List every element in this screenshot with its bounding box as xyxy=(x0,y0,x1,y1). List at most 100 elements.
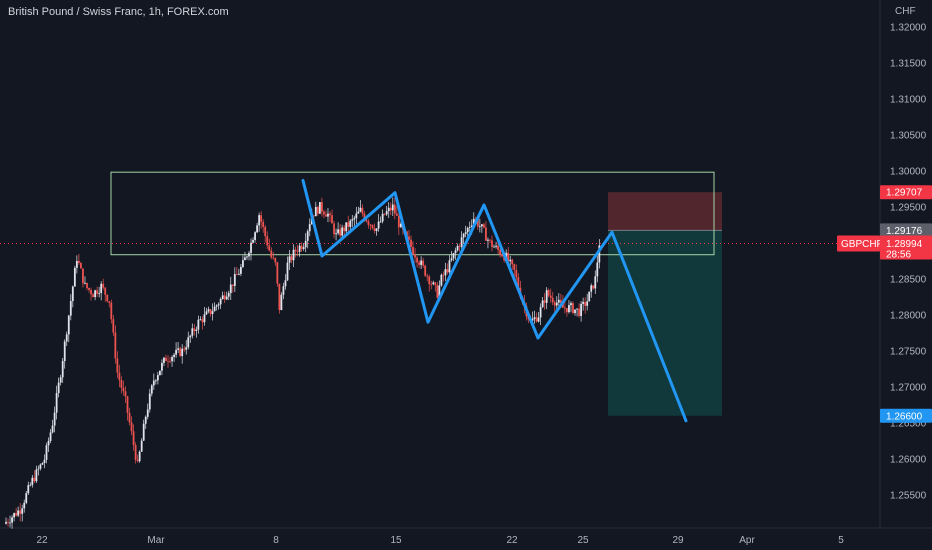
symbol-tag-text: GBPCHF xyxy=(841,239,883,250)
candle-body xyxy=(75,260,78,268)
candle-body xyxy=(106,294,109,302)
target-price-tag: 1.26600 xyxy=(880,408,932,423)
resistance-range-box xyxy=(110,171,715,256)
candle-body xyxy=(266,236,269,246)
candle-body xyxy=(387,207,390,212)
candle-body xyxy=(489,239,491,241)
candle-body xyxy=(487,239,489,241)
time-axis: 22 Mar 8 15 22 25 29 Apr 5 xyxy=(36,535,844,546)
candle-body xyxy=(436,285,439,298)
candle-body xyxy=(217,304,220,306)
candle-body xyxy=(219,299,222,305)
candle-body xyxy=(136,459,139,462)
candle-body xyxy=(410,239,412,247)
candle-body xyxy=(300,245,303,249)
candle-body xyxy=(264,226,267,237)
candle-body xyxy=(272,257,275,259)
candle-body xyxy=(539,307,542,318)
candle-body xyxy=(167,360,169,362)
axis-unit-label: CHF xyxy=(895,6,916,17)
candle-body xyxy=(497,245,499,250)
candle-body xyxy=(110,302,113,320)
x-tick-label: 22 xyxy=(506,535,518,546)
candle-body xyxy=(335,233,337,235)
candle-body xyxy=(211,311,214,314)
candle-body xyxy=(13,513,15,518)
candle-body xyxy=(163,357,165,363)
candle-body xyxy=(397,215,400,228)
candle-body xyxy=(375,228,378,231)
candle-body xyxy=(438,285,441,298)
symbol-tag-bg xyxy=(837,235,880,252)
candle-body xyxy=(314,206,317,217)
candle-body xyxy=(533,317,536,319)
candle-body xyxy=(150,385,153,394)
candle-body xyxy=(118,372,121,381)
entry-price-tag: 1.29176 xyxy=(880,223,932,238)
candle-body xyxy=(418,262,420,265)
candle-body xyxy=(179,348,182,357)
candle-body xyxy=(306,231,309,241)
y-tick-label: 1.28500 xyxy=(890,275,927,286)
candle-body xyxy=(331,215,333,224)
candle-body xyxy=(341,227,344,236)
candle-body xyxy=(531,318,534,321)
candle-body xyxy=(430,284,433,285)
candle-body xyxy=(57,382,60,394)
candle-body xyxy=(69,301,72,316)
candle-body xyxy=(379,221,382,223)
candle-body xyxy=(7,521,9,523)
candle-body xyxy=(574,309,576,314)
candle-body xyxy=(462,233,465,238)
take-profit-zone xyxy=(608,230,722,416)
y-tick-label: 1.26000 xyxy=(890,454,927,465)
candle-body xyxy=(321,202,323,212)
candle-body xyxy=(566,308,568,313)
candle-body xyxy=(223,295,226,300)
candle-body xyxy=(456,245,459,251)
candle-body xyxy=(49,432,52,441)
candle-body xyxy=(466,227,469,233)
candle-body xyxy=(270,250,273,258)
candle-body xyxy=(183,348,186,350)
candle-body xyxy=(580,303,582,316)
current-price-bg xyxy=(880,235,932,260)
candle-body xyxy=(256,225,258,233)
candle-body xyxy=(304,240,307,248)
candle-body xyxy=(391,204,394,211)
candle-body xyxy=(201,319,204,323)
candle-body xyxy=(286,262,289,281)
candle-body xyxy=(15,513,18,516)
candle-body xyxy=(148,393,151,410)
candle-body xyxy=(590,285,593,292)
entry-price-tag-bg xyxy=(880,223,932,238)
candle-body xyxy=(65,334,68,342)
candle-body xyxy=(329,213,331,216)
candle-body xyxy=(134,445,137,460)
candle-body xyxy=(39,464,42,469)
candle-body xyxy=(122,387,125,392)
candle-body xyxy=(221,295,224,300)
candle-body xyxy=(325,214,327,217)
candle-body xyxy=(290,256,293,261)
candle-body xyxy=(454,250,457,254)
candle-body xyxy=(381,213,384,222)
candle-body xyxy=(470,225,473,228)
candle-body xyxy=(71,286,74,302)
candle-body xyxy=(578,308,580,316)
candle-body xyxy=(460,237,463,247)
candle-body xyxy=(594,276,597,289)
candle-body xyxy=(535,317,538,322)
candle-body xyxy=(276,262,279,284)
candle-body xyxy=(161,362,163,371)
candle-body xyxy=(282,286,285,295)
candle-body xyxy=(361,207,364,214)
x-tick-label: Mar xyxy=(147,535,165,546)
candle-body xyxy=(555,302,558,306)
candle-body xyxy=(96,290,99,294)
candle-body xyxy=(316,206,319,214)
candle-body xyxy=(428,276,431,285)
candle-body xyxy=(55,393,58,413)
